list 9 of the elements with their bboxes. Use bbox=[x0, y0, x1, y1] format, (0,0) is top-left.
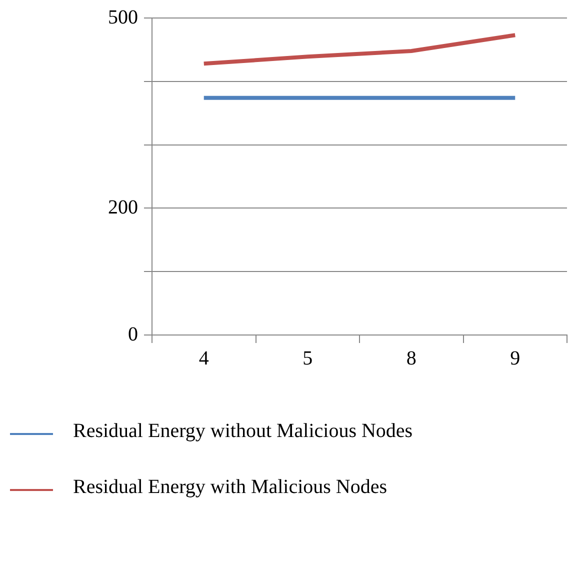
x-tick-label: 5 bbox=[302, 347, 313, 370]
x-tick-label: 9 bbox=[510, 347, 520, 370]
legend-label: Residual Energy without Malicious Nodes bbox=[73, 419, 414, 444]
y-tick-label: 500 bbox=[108, 6, 138, 28]
legend-label: Residual Energy with Malicious Nodes bbox=[73, 475, 388, 500]
y-tick-label: 0 bbox=[128, 323, 138, 346]
x-tick-label: 8 bbox=[406, 347, 416, 370]
x-tick-label: 4 bbox=[198, 347, 209, 370]
y-tick-label: 200 bbox=[108, 196, 138, 218]
